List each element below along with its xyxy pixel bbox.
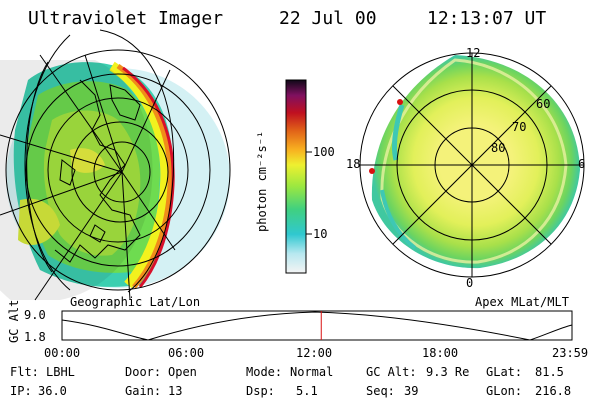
lat-label-70: 70 xyxy=(512,120,527,134)
info-seq-key: Seq: xyxy=(366,384,395,398)
geographic-map-panel xyxy=(0,29,231,301)
info-flt-key: Flt: xyxy=(10,365,39,379)
colorbar-tick-10: 10 xyxy=(313,227,328,241)
info-door-key: Door: xyxy=(125,365,162,379)
polar-plot-panel xyxy=(359,52,585,278)
time-tick-1200: 12:00 xyxy=(296,346,333,360)
mlt-label-18: 18 xyxy=(346,157,361,171)
info-mode-key: Mode: xyxy=(246,365,283,379)
info-ip-key: IP: xyxy=(10,384,32,398)
colorbar-unit-label: photon cm⁻²s⁻¹ xyxy=(255,130,269,232)
info-glon-key: GLon: xyxy=(486,384,523,398)
info-dsp-value: 5.1 xyxy=(296,384,318,398)
header-time: 12:13:07 UT xyxy=(427,8,547,29)
lat-label-80: 80 xyxy=(491,141,506,155)
altitude-ylabel: GC Alt xyxy=(7,299,21,343)
info-gain-value: 13 xyxy=(168,384,183,398)
info-flt-value: LBHL xyxy=(46,365,75,379)
mlt-label-0: 0 xyxy=(466,276,474,290)
info-mode-value: Normal xyxy=(290,365,334,379)
info-glat-key: GLat: xyxy=(486,365,523,379)
altitude-plot xyxy=(61,310,573,341)
mlt-label-12: 12 xyxy=(466,46,481,60)
lat-label-60: 60 xyxy=(536,97,551,111)
info-door-value: Open xyxy=(168,365,197,379)
info-gcalt-value: 9.3 Re xyxy=(426,365,470,379)
time-tick-0000: 00:00 xyxy=(44,346,81,360)
altitude-curve xyxy=(61,311,573,341)
info-ip-value: 36.0 xyxy=(38,384,67,398)
info-gcalt-key: GC Alt: xyxy=(366,365,417,379)
header-date: 22 Jul 00 xyxy=(279,8,377,29)
time-tick-2359: 23:59 xyxy=(552,346,589,360)
info-gain-key: Gain: xyxy=(125,384,162,398)
info-dsp-key: Dsp: xyxy=(246,384,275,398)
polar-panel-label: Apex MLat/MLT xyxy=(475,295,569,309)
time-tick-1800: 18:00 xyxy=(422,346,459,360)
info-seq-value: 39 xyxy=(404,384,419,398)
info-glat-value: 81.5 xyxy=(535,365,564,379)
geographic-panel-label: Geographic Lat/Lon xyxy=(70,295,201,309)
colorbar-tick-100: 100 xyxy=(313,145,335,159)
instrument-title: Ultraviolet Imager xyxy=(28,8,224,29)
time-tick-0600: 06:00 xyxy=(168,346,205,360)
aurora-hotspot-marker xyxy=(369,168,375,174)
altitude-ytick-high: 9.0 xyxy=(24,308,46,322)
altitude-ytick-low: 1.8 xyxy=(24,330,46,344)
aurora-hotspot-marker xyxy=(397,99,403,105)
info-glon-value: 216.8 xyxy=(535,384,572,398)
mlt-label-6: 6 xyxy=(578,157,586,171)
colorbar xyxy=(285,79,312,274)
